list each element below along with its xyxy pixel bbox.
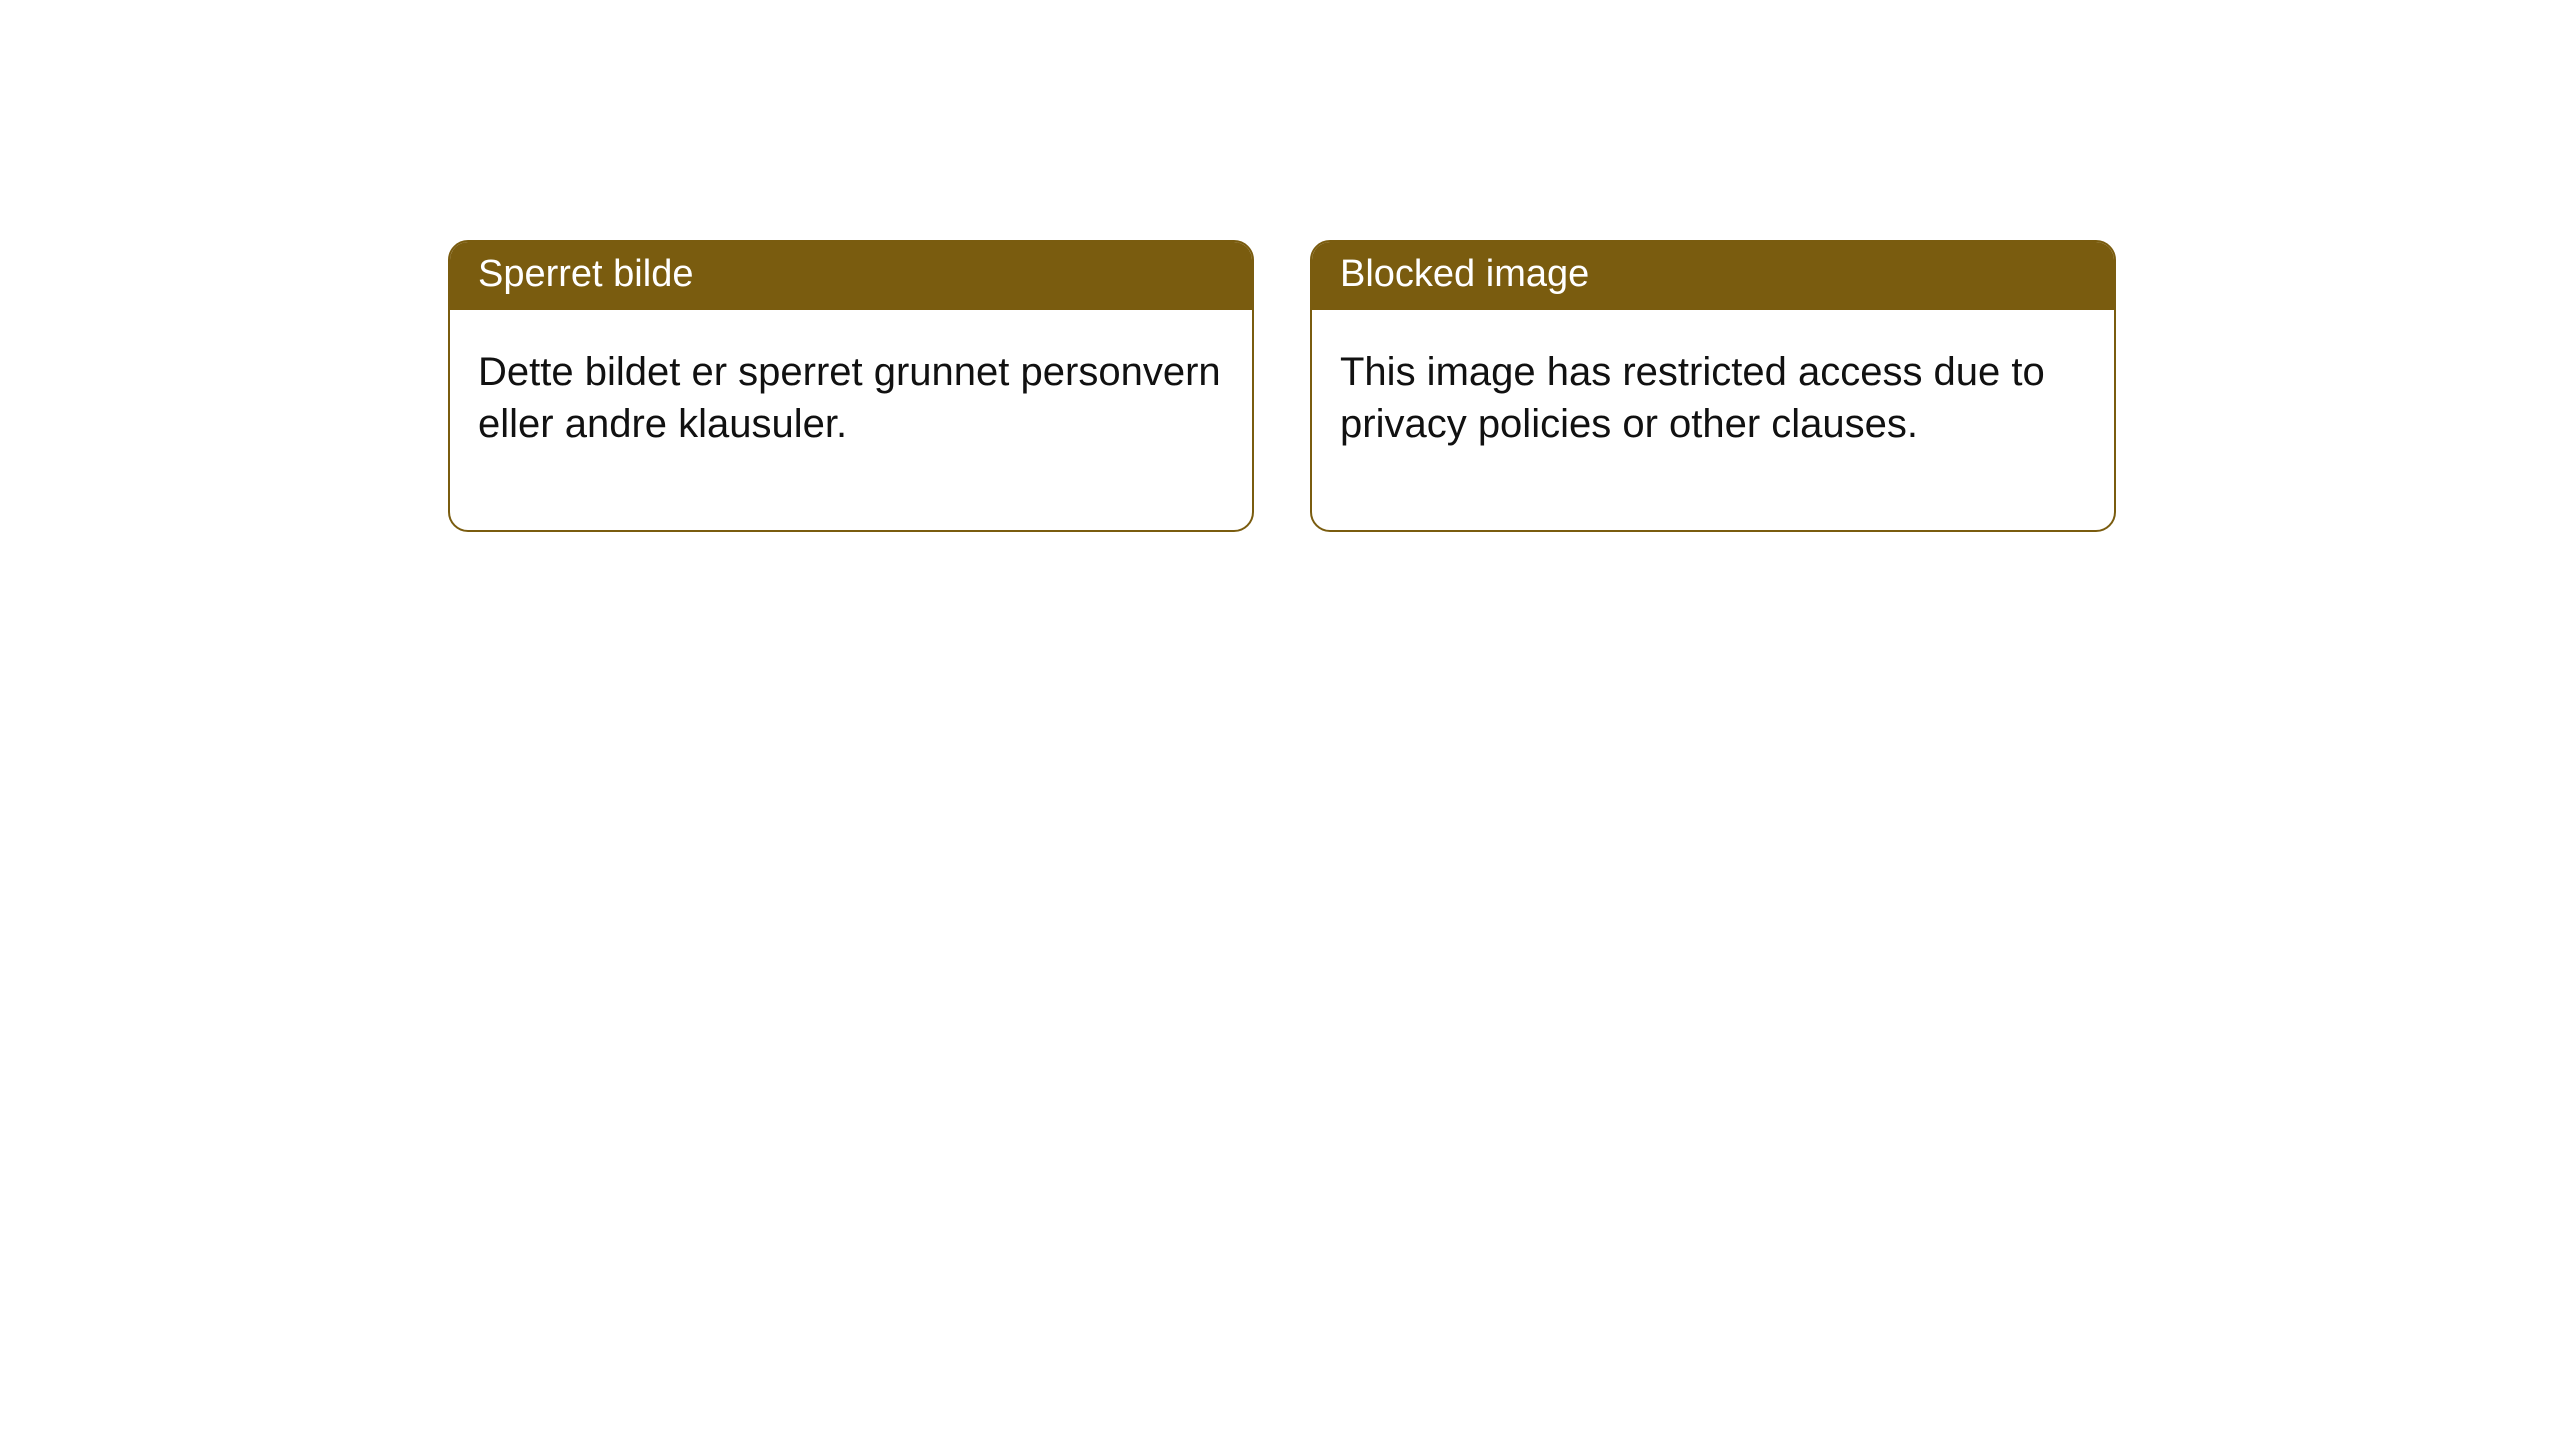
notice-row: Sperret bilde Dette bildet er sperret gr… (0, 0, 2560, 532)
card-body: This image has restricted access due to … (1312, 310, 2114, 530)
card-title: Blocked image (1312, 242, 2114, 310)
notice-card-no: Sperret bilde Dette bildet er sperret gr… (448, 240, 1254, 532)
notice-card-en: Blocked image This image has restricted … (1310, 240, 2116, 532)
card-body: Dette bildet er sperret grunnet personve… (450, 310, 1252, 530)
card-title: Sperret bilde (450, 242, 1252, 310)
